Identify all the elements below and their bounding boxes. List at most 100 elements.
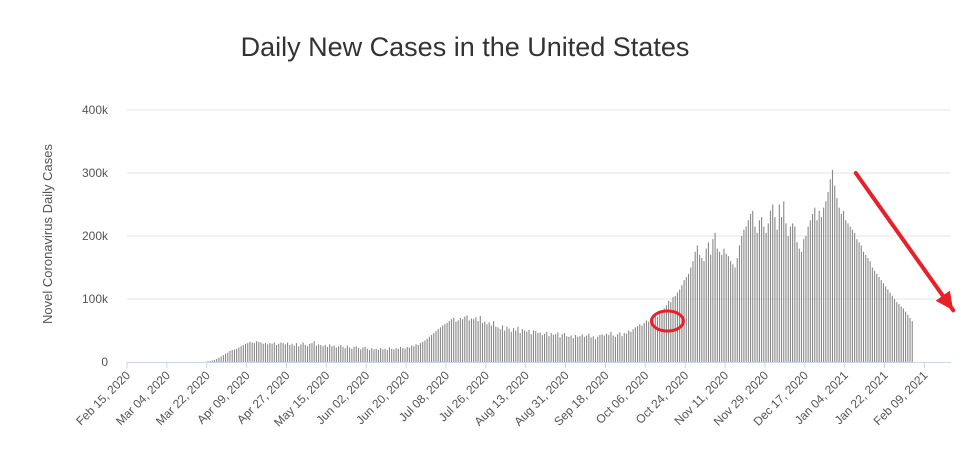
bar [388, 347, 391, 362]
bar [805, 236, 807, 362]
bar [419, 343, 422, 362]
bar [606, 333, 608, 362]
bar [563, 333, 566, 362]
bar [530, 334, 532, 362]
bar [260, 342, 262, 362]
bar [537, 333, 539, 362]
bar [311, 343, 313, 362]
bar [357, 348, 360, 362]
bar [501, 325, 504, 362]
bar [559, 337, 561, 362]
bars [207, 169, 913, 362]
bar [340, 344, 342, 362]
bar [891, 295, 893, 362]
bar [444, 324, 446, 362]
bar [353, 346, 355, 362]
bar [619, 332, 621, 362]
bar [295, 343, 298, 362]
bar [718, 251, 721, 362]
bar [597, 336, 599, 362]
bar [552, 334, 554, 362]
bar [457, 320, 459, 362]
bar [862, 251, 865, 362]
bar [694, 251, 696, 362]
bar [233, 349, 235, 362]
bar [543, 333, 546, 362]
bar [442, 325, 444, 362]
bar [306, 346, 309, 362]
bar [905, 311, 907, 362]
bar [743, 229, 745, 362]
bar [617, 334, 619, 362]
bar [448, 321, 450, 362]
bar [860, 245, 862, 362]
bar [258, 341, 260, 362]
bar [346, 345, 348, 362]
bar [588, 333, 590, 362]
bar [634, 327, 636, 362]
bar [466, 315, 468, 362]
bar [767, 223, 769, 362]
bar [439, 327, 441, 362]
bar [486, 324, 488, 362]
bar [298, 346, 300, 362]
bar [574, 334, 577, 362]
bar [650, 317, 652, 362]
bar [244, 343, 247, 362]
bar [896, 302, 898, 362]
bar [603, 335, 605, 362]
bar [269, 343, 271, 362]
bar [732, 264, 734, 362]
bar [555, 334, 557, 362]
bar [561, 334, 563, 362]
bar [911, 321, 913, 362]
bar [637, 326, 639, 362]
bar [404, 348, 406, 362]
bar [581, 334, 583, 362]
bar [278, 343, 280, 362]
bar [497, 327, 499, 362]
bar [304, 344, 306, 362]
bar [222, 355, 224, 362]
bar [422, 341, 424, 362]
bar [320, 344, 322, 362]
trend-arrow-head [935, 290, 954, 311]
bar [371, 348, 373, 362]
bar [291, 343, 293, 362]
bar [539, 332, 541, 362]
bar [847, 223, 849, 362]
bar [282, 343, 284, 362]
bar [692, 261, 694, 362]
bar [641, 325, 643, 362]
bar [426, 338, 428, 362]
bar [428, 336, 430, 362]
bar [280, 342, 282, 362]
bar [663, 308, 665, 362]
bar [284, 344, 286, 362]
bar [851, 229, 853, 362]
bar [643, 322, 645, 362]
bar [769, 210, 772, 362]
bar [526, 331, 528, 362]
bar [481, 322, 484, 362]
bar [568, 336, 570, 362]
bar [659, 311, 661, 362]
bar [209, 361, 211, 362]
bar [696, 245, 698, 362]
bar [827, 191, 829, 362]
bar [871, 267, 873, 362]
y-tick-label: 400k [82, 103, 109, 117]
trend-arrow-line [853, 171, 956, 313]
bar [772, 204, 774, 362]
bar [313, 341, 315, 362]
bar [752, 210, 754, 362]
highlight-circle [649, 309, 685, 333]
bar [889, 292, 891, 362]
bar [495, 326, 497, 362]
bar [854, 232, 856, 362]
bar [807, 226, 809, 362]
bar [287, 342, 289, 362]
bar [880, 280, 882, 362]
bar [484, 321, 486, 362]
bar [333, 345, 335, 362]
